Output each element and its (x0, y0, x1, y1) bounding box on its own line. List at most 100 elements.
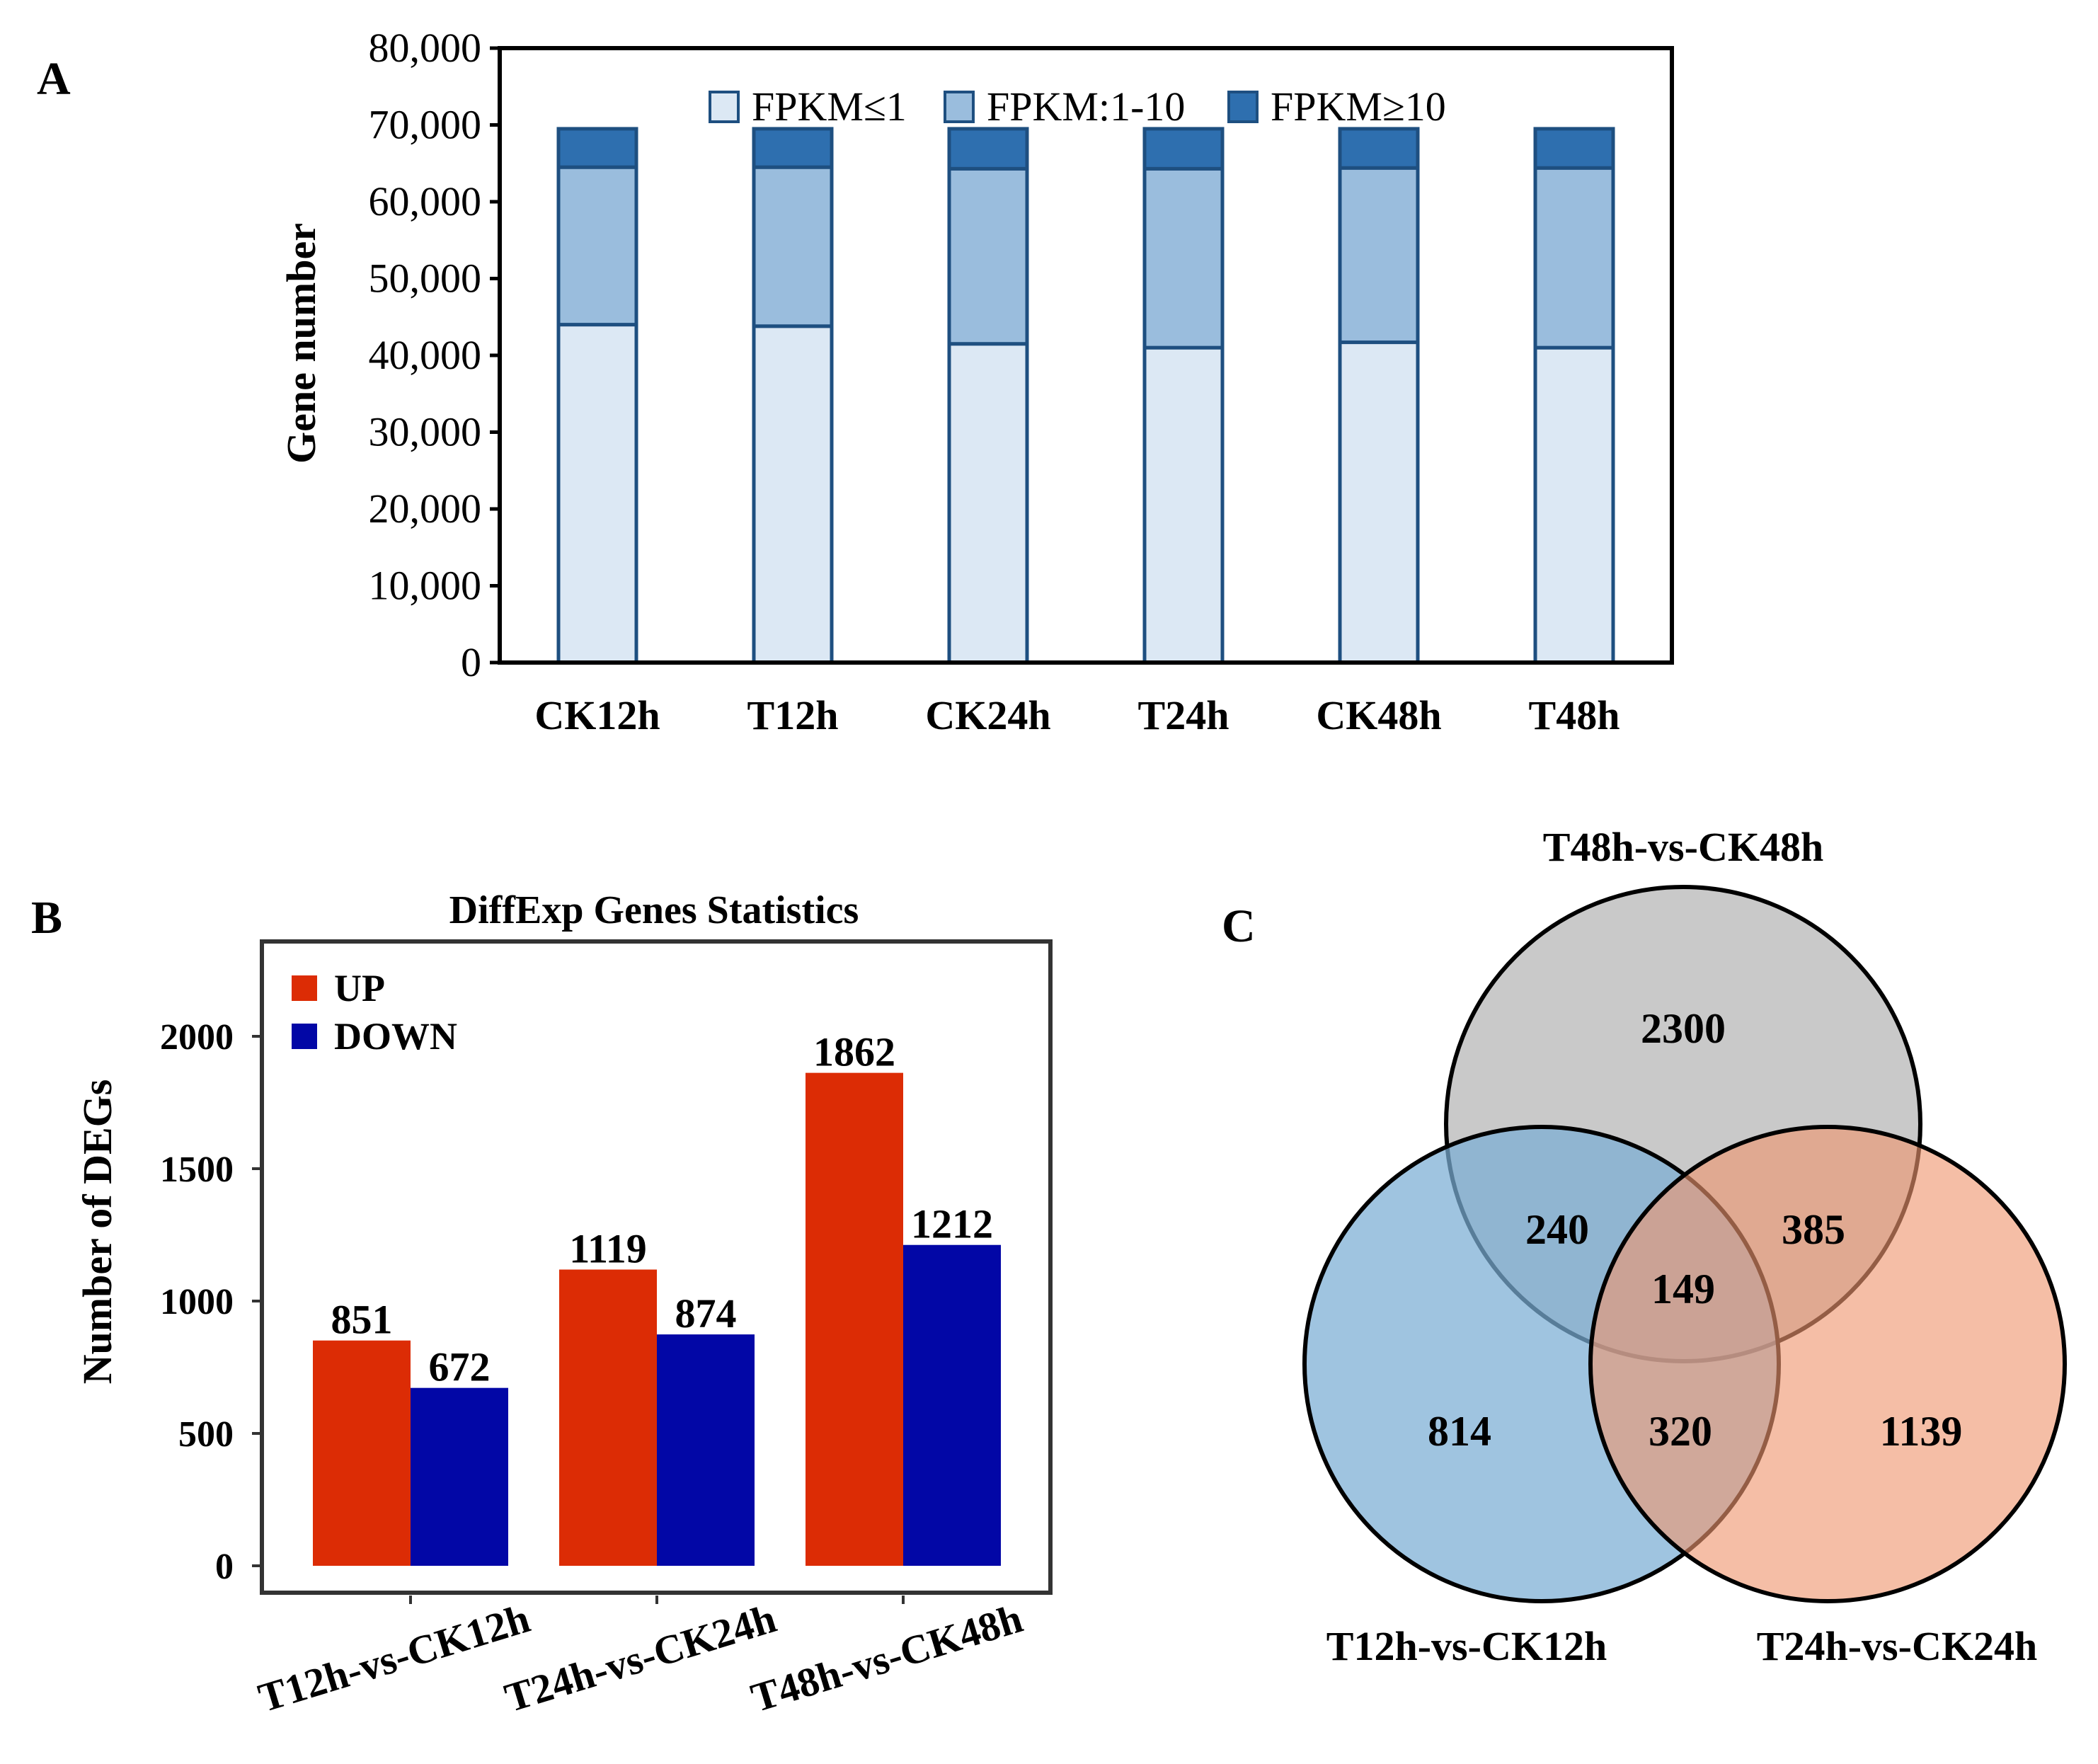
bar-t48h-vs-ck48h-down (903, 1244, 1001, 1566)
panel-b-data-labels: 851 672 1119 874 1862 1212 (331, 1029, 994, 1390)
panel-b-legend: UP DOWN (292, 967, 457, 1058)
panel-b: B DiffExp Genes Statistics Number of DEG… (31, 888, 1053, 1721)
ytick-label: 60,000 (369, 178, 482, 224)
bar-t12h-seg-3 (752, 127, 834, 169)
ytick-label: 80,000 (369, 25, 482, 71)
ytick-label: 50,000 (369, 256, 482, 302)
venn-count-left-right: 320 (1649, 1408, 1712, 1455)
bar-t12h-vs-ck12h-down (411, 1387, 508, 1566)
data-label-t24h-vs-ck24h-up: 1119 (569, 1225, 647, 1271)
data-label-t48h-vs-ck48h-down: 1212 (911, 1201, 993, 1247)
bar-t24h-seg-2 (1142, 166, 1225, 350)
ytick-label: 20,000 (369, 486, 482, 532)
ytick-label: 30,000 (369, 409, 482, 455)
xcat-t48h: T48h (1529, 692, 1620, 738)
panel-a-yaxis-ticks: 0 10,000 20,000 30,000 40,000 50,000 60,000 70,… (369, 25, 500, 685)
legend-label-up: UP (334, 967, 385, 1009)
venn-circle-right (1588, 1125, 2067, 1603)
ytick-label: 1000 (160, 1282, 234, 1322)
ytick-label: 2000 (160, 1017, 234, 1058)
venn-count-all: 149 (1651, 1266, 1715, 1312)
legend-label-fpkm-mid: FPKM:1-10 (987, 84, 1185, 130)
venn-count-left-only: 814 (1428, 1408, 1491, 1455)
panel-b-ylabel: Number of DEGs (74, 1079, 120, 1385)
xcat-t12h-vs-ck12h: T12h-vs-CK12h (253, 1595, 535, 1721)
panel-b-title: DiffExp Genes Statistics (449, 888, 859, 932)
bar-t48h-seg-1 (1533, 345, 1615, 665)
panel-a-plot-frame (498, 46, 1674, 665)
bar-t12h-seg-1 (752, 324, 834, 665)
venn-region-counts: 2300 240 385 149 814 320 1139 (1428, 1005, 1962, 1455)
xcat-t24h: T24h (1138, 692, 1229, 738)
venn-count-top-right: 385 (1782, 1206, 1845, 1253)
bar-ck24h-seg-2 (947, 166, 1029, 346)
bar-ck12h-seg-2 (556, 165, 638, 327)
bar-t12h-vs-ck12h-up (313, 1340, 411, 1566)
panel-b-letter: B (31, 892, 62, 944)
venn-count-top-left: 240 (1525, 1206, 1589, 1253)
panel-c: C T48h-vs-CK48h T12h-vs-CK12h T24h-vs-CK… (1222, 824, 2067, 1669)
venn-set-top-label: T48h-vs-CK48h (1543, 824, 1823, 870)
ytick-label: 500 (178, 1414, 234, 1455)
xcat-ck24h: CK24h (925, 692, 1050, 738)
panel-b-plot-frame (260, 939, 1053, 1595)
bar-t24h-vs-ck24h-down (657, 1334, 755, 1566)
venn-set-left-label: T12h-vs-CK12h (1326, 1623, 1607, 1669)
panel-a-ylabel: Gene number (278, 223, 324, 464)
legend-item-up: UP (292, 967, 385, 1009)
ytick-label: 10,000 (369, 563, 482, 609)
bar-t24h-seg-3 (1142, 127, 1225, 171)
data-label-t48h-vs-ck48h-up: 1862 (813, 1029, 895, 1075)
legend-item-down: DOWN (292, 1015, 457, 1058)
legend-swatch-fpkm-mid (944, 91, 975, 123)
panel-a: A Gene number 0 10,000 20,000 30,000 40,000 5… (37, 25, 1674, 738)
bar-t48h-seg-3 (1533, 127, 1615, 170)
bar-ck48h-seg-1 (1338, 340, 1420, 665)
bar-t48h-vs-ck48h-up (806, 1072, 903, 1566)
venn-circles (1302, 885, 2067, 1603)
ytick-label: 70,000 (369, 102, 482, 148)
venn-count-top-only: 2300 (1641, 1005, 1726, 1052)
panel-b-yaxis-ticks: 0 500 1000 1500 2000 (160, 1017, 260, 1587)
legend-item-fpkm-high: FPKM≥10 (1227, 84, 1446, 130)
bar-ck24h-seg-3 (947, 127, 1029, 171)
bar-t24h-seg-1 (1142, 345, 1225, 665)
legend-swatch-fpkm-high (1227, 91, 1259, 123)
bar-ck48h-seg-3 (1338, 127, 1420, 170)
panel-a-letter: A (37, 53, 71, 105)
legend-item-fpkm-low: FPKM≤1 (709, 84, 907, 130)
legend-swatch-down (292, 1024, 317, 1049)
legend-item-fpkm-mid: FPKM:1-10 (944, 84, 1185, 130)
bar-t24h-vs-ck24h-up (559, 1269, 657, 1566)
panel-a-legend: FPKM≤1 FPKM:1-10 FPKM≥10 (709, 84, 1446, 130)
bar-ck24h-seg-1 (947, 342, 1029, 665)
bar-ck12h-seg-1 (556, 323, 638, 665)
panel-c-letter: C (1222, 900, 1256, 952)
legend-swatch-fpkm-low (709, 91, 740, 123)
panel-a-xaxis-labels: CK12h T12h CK24h T24h CK48h T48h (534, 692, 1620, 738)
legend-label-fpkm-high: FPKM≥10 (1271, 84, 1446, 130)
xcat-t48h-vs-ck48h: T48h-vs-CK48h (746, 1595, 1028, 1721)
ytick-label: 40,000 (369, 332, 482, 378)
data-label-t12h-vs-ck12h-down: 672 (429, 1344, 491, 1390)
ytick-label: 0 (461, 639, 481, 685)
venn-set-right-label: T24h-vs-CK24h (1757, 1623, 2037, 1669)
legend-label-fpkm-low: FPKM≤1 (752, 84, 907, 130)
data-label-t12h-vs-ck12h-up: 851 (331, 1297, 393, 1343)
bar-t48h-seg-2 (1533, 166, 1615, 350)
xcat-ck12h: CK12h (534, 692, 660, 738)
xcat-t12h: T12h (747, 692, 839, 738)
data-label-t24h-vs-ck24h-down: 874 (675, 1290, 737, 1336)
bar-ck12h-seg-3 (556, 127, 638, 169)
venn-count-right-only: 1139 (1880, 1408, 1963, 1455)
panel-a-bars (556, 127, 1615, 665)
ytick-label: 0 (215, 1547, 234, 1587)
bar-ck48h-seg-2 (1338, 166, 1420, 345)
ytick-label: 1500 (160, 1150, 234, 1190)
panel-b-bars (313, 1072, 1001, 1566)
legend-label-down: DOWN (334, 1015, 457, 1058)
bar-t12h-seg-2 (752, 165, 834, 328)
legend-swatch-up (292, 975, 317, 1001)
